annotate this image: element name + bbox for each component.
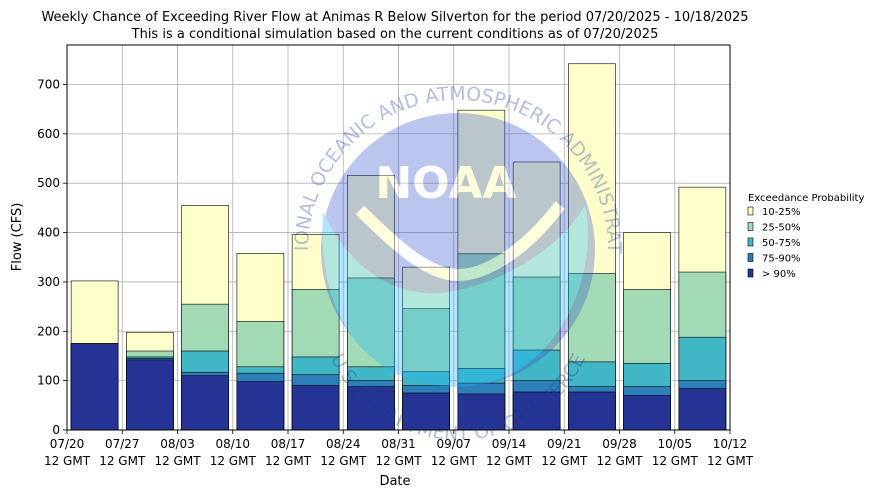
bar-90 — [70, 343, 119, 430]
x-tick-label-time: 12 GMT — [210, 454, 257, 468]
x-tick-label-date: 08/31 — [381, 437, 416, 451]
x-axis: 07/20 12 GMT 07/27 12 GMT 08/03 12 GMT 08/10 12… — [44, 430, 754, 468]
bar-90 — [512, 391, 561, 430]
legend-entry-label: 50-75% — [762, 238, 801, 249]
x-tick-label-time: 12 GMT — [652, 454, 699, 468]
bar-90 — [347, 386, 395, 430]
x-tick-label-date: 10/12 — [713, 437, 748, 451]
x-tick-label-date: 10/05 — [657, 437, 692, 451]
legend-swatch — [747, 237, 754, 247]
x-tick-label-time: 12 GMT — [541, 454, 588, 468]
legend: Exceedance Probability 10-25% 25-50% 50-75… — [747, 193, 864, 280]
bar-90 — [181, 375, 229, 430]
bars — [70, 63, 727, 430]
y-axis-label: Flow (CFS) — [10, 203, 25, 272]
y-tick-label: 600 — [37, 127, 60, 141]
legend-swatch — [747, 268, 754, 278]
x-tick-label-time: 12 GMT — [707, 454, 754, 468]
x-tick-label-time: 12 GMT — [596, 454, 643, 468]
x-tick-label-time: 12 GMT — [320, 454, 367, 468]
x-tick-label-time: 12 GMT — [265, 454, 312, 468]
y-tick-label: 200 — [37, 324, 60, 338]
bar-90 — [623, 395, 671, 430]
legend-entry-label: 25-50% — [762, 223, 801, 234]
x-tick-label-time: 12 GMT — [486, 454, 533, 468]
legend-entry-label: 10-25% — [762, 207, 801, 218]
x-tick-label-time: 12 GMT — [44, 454, 91, 468]
x-tick-label-date: 08/10 — [215, 437, 250, 451]
chart-title: Weekly Chance of Exceeding River Flow at… — [41, 10, 748, 25]
x-tick-label-date: 07/20 — [50, 437, 85, 451]
y-tick-label: 0 — [52, 423, 60, 437]
grid — [66, 45, 731, 431]
y-tick-label: 700 — [37, 77, 60, 91]
y-tick-label: 400 — [37, 226, 60, 240]
x-tick-label-time: 12 GMT — [431, 454, 478, 468]
x-tick-label-date: 09/21 — [547, 437, 582, 451]
x-tick-label-date: 08/03 — [160, 437, 195, 451]
bar-90 — [236, 381, 285, 430]
legend-swatch — [747, 222, 754, 231]
x-tick-label-time: 12 GMT — [99, 454, 146, 468]
x-tick-label-time: 12 GMT — [375, 454, 422, 468]
bar-90 — [568, 391, 616, 430]
bar-90 — [126, 359, 174, 430]
legend-entry-label: > 90% — [762, 269, 796, 280]
y-tick-label: 100 — [37, 374, 60, 388]
x-tick-label-date: 08/24 — [326, 437, 361, 451]
y-axis: 0 100 200 300 400 500 600 700 — [37, 77, 67, 437]
legend-swatch — [747, 253, 754, 262]
x-tick-label-date: 08/17 — [271, 437, 306, 451]
y-tick-label: 300 — [37, 275, 60, 289]
bar-90 — [402, 392, 450, 430]
legend-swatch — [747, 206, 754, 216]
legend-entry-label: 75-90% — [762, 254, 801, 265]
legend-title: Exceedance Probability — [748, 193, 864, 204]
chart-subtitle: This is a conditional simulation based o… — [131, 27, 659, 42]
x-tick-label-date: 09/14 — [492, 437, 527, 451]
bar-90 — [678, 388, 727, 430]
bar-90 — [457, 393, 506, 430]
x-tick-label-date: 09/28 — [602, 437, 637, 451]
x-axis-label: Date — [379, 474, 410, 489]
x-tick-label-time: 12 GMT — [154, 454, 201, 468]
bar-90 — [291, 385, 340, 430]
y-tick-label: 500 — [37, 176, 60, 190]
x-tick-label-date: 09/07 — [436, 437, 471, 451]
x-tick-label-date: 07/27 — [105, 437, 140, 451]
